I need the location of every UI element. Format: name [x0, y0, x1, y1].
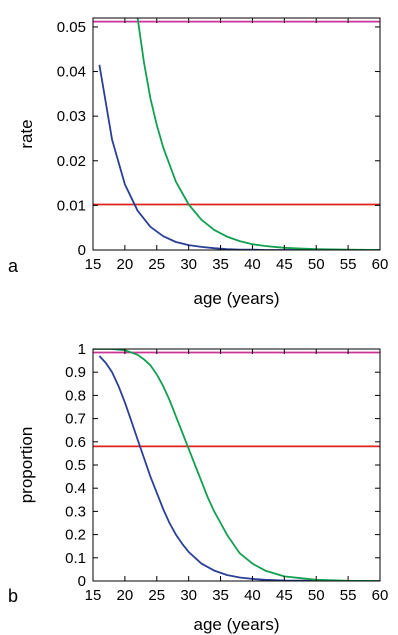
plot-frame: [92, 348, 381, 582]
y-tick-label: 0.01: [57, 197, 86, 214]
y-axis-title: rate: [17, 119, 36, 148]
y-tick-label: 0.5: [65, 457, 86, 474]
series-line-4: [136, 18, 380, 250]
x-tick-label: 15: [85, 587, 102, 604]
x-tick-label: 20: [117, 256, 134, 273]
x-tick-label: 40: [244, 587, 261, 604]
x-tick-label: 30: [180, 587, 197, 604]
x-tick-label: 30: [180, 256, 197, 273]
y-tick-label: 0.02: [57, 153, 86, 170]
y-tick-label: 0.7: [65, 411, 86, 428]
y-tick-label: 0.9: [65, 364, 86, 381]
y-tick-label: 0.4: [65, 480, 86, 497]
y-tick-label: 0: [78, 242, 86, 259]
y-tick-label: 0.05: [57, 19, 86, 36]
x-tick-label: 60: [372, 587, 389, 604]
x-tick-label: 45: [276, 587, 293, 604]
panel-b: 15 20 25 30 35 40 45 50 55 60 0 0.1 0.2 0.3 0.4 0.5 0.6 0…: [8, 341, 388, 634]
series-line-3: [98, 64, 380, 250]
y-tick-label: 0.1: [65, 550, 86, 567]
x-tick-label: 25: [148, 256, 165, 273]
x-tick-label: 50: [308, 587, 325, 604]
x-tick-label: 40: [244, 256, 261, 273]
series-line-4: [93, 349, 380, 581]
plot-frame: [92, 17, 381, 251]
x-tick-label: 50: [308, 256, 325, 273]
x-tick-label: 20: [117, 587, 134, 604]
y-tick-label: 1: [78, 341, 86, 358]
y-tick-label: 0.04: [57, 64, 86, 81]
x-tick-label: 25: [148, 587, 165, 604]
x-axis-title: age (years): [194, 615, 280, 634]
y-tick-label: 0.2: [65, 527, 86, 544]
y-tick-label: 0.3: [65, 503, 86, 520]
x-tick-label: 55: [340, 256, 357, 273]
series-line-3: [98, 355, 380, 581]
x-tick-label: 35: [212, 587, 229, 604]
y-tick-label: 0.6: [65, 434, 86, 451]
panel-a: 15 20 25 30 35 40 45 50 55 60 0 0.01 0.02 0.03 0.04 0.0…: [8, 17, 389, 308]
y-axis-title: proportion: [17, 427, 36, 504]
panel-letter: b: [8, 586, 18, 606]
y-tick-label: 0: [78, 573, 86, 590]
x-tick-label: 15: [85, 256, 102, 273]
y-tick-label: 0.8: [65, 387, 86, 404]
panel-letter: a: [8, 256, 19, 276]
y-tick-label: 0.03: [57, 108, 86, 125]
x-tick-label: 45: [276, 256, 293, 273]
x-tick-label: 55: [340, 587, 357, 604]
x-tick-label: 35: [212, 256, 229, 273]
x-axis-title: age (years): [194, 289, 280, 308]
x-tick-label: 60: [372, 256, 389, 273]
